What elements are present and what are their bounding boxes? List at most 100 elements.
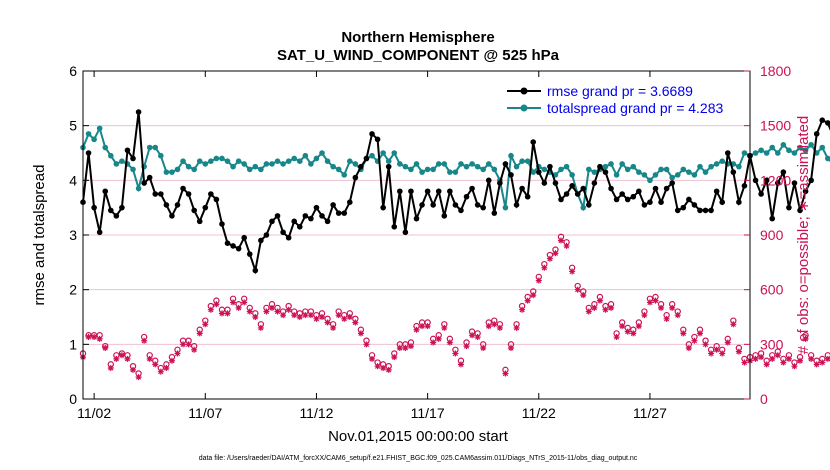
x-tick-label: 11/27	[633, 405, 667, 421]
obs-assimilated-point	[430, 339, 437, 346]
rmse-point	[758, 191, 764, 197]
x-axis-label: Nov.01,2015 00:00:00 start	[328, 428, 509, 445]
obs-assimilated-point	[180, 341, 187, 348]
rmse-point	[146, 174, 153, 181]
y2-tick-label: 1500	[760, 118, 791, 134]
obs-assimilated-point	[330, 324, 337, 331]
rmse-point	[180, 185, 186, 192]
spread-point	[246, 166, 253, 173]
rmse-point	[591, 180, 598, 186]
obs-assimilated-point	[574, 286, 581, 293]
rmse-point	[736, 199, 742, 205]
obs-assimilated-point	[268, 304, 275, 311]
spread-point	[663, 166, 670, 173]
obs-assimilated-point	[369, 355, 376, 362]
rmse-point	[130, 155, 136, 162]
obs-assimilated-point	[785, 355, 792, 362]
spread-point	[786, 147, 792, 154]
rmse-point	[786, 204, 792, 211]
obs-assimilated-point	[680, 330, 687, 337]
rmse-point	[335, 210, 342, 216]
rmse-point	[730, 169, 737, 175]
obs-assimilated-point	[480, 344, 487, 351]
spread-point	[808, 142, 814, 148]
spread-point	[119, 158, 125, 164]
rmse-point	[124, 147, 131, 154]
spread-point	[713, 161, 720, 167]
rmse-point	[680, 204, 687, 211]
obs-assimilated-point	[207, 306, 214, 313]
obs-assimilated-point	[702, 341, 709, 348]
spread-point	[302, 152, 309, 159]
spread-point	[291, 155, 298, 162]
rmse-point	[119, 204, 125, 211]
rmse-point	[191, 207, 197, 214]
spread-point	[608, 161, 614, 167]
rmse-point	[313, 204, 320, 211]
rmse-point	[647, 199, 653, 205]
spread-point	[391, 150, 398, 156]
obs-assimilated-point	[91, 334, 98, 341]
obs-assimilated-point	[474, 334, 481, 341]
obs-assimilated-point	[168, 357, 175, 364]
y-tick-label: 2	[69, 282, 77, 298]
rmse-point	[813, 131, 820, 137]
rmse-point	[363, 155, 370, 162]
spread-point	[369, 152, 375, 159]
obs-assimilated-point	[519, 306, 526, 313]
rmse-point	[102, 188, 109, 195]
obs-assimilated-point	[313, 315, 320, 322]
rmse-point	[419, 202, 425, 208]
obs-assimilated-point	[541, 264, 548, 271]
spread-point	[591, 169, 598, 175]
rmse-point	[641, 202, 648, 208]
spread-point	[502, 204, 509, 211]
rmse-point	[152, 191, 159, 197]
rmse-point	[580, 185, 587, 192]
obs-assimilated-point	[808, 355, 815, 362]
rmse-point	[541, 180, 548, 186]
spread-point	[769, 144, 776, 151]
spread-point	[447, 169, 453, 175]
obs-assimilated-point	[769, 355, 776, 362]
y2-tick-label: 300	[760, 336, 784, 352]
spread-point	[152, 144, 159, 151]
obs-assimilated-point	[224, 310, 231, 317]
rmse-point	[513, 202, 520, 208]
y2-axis-label: # of obs: o=possible; ∗=assimilated	[795, 116, 812, 355]
rmse-point	[385, 163, 392, 170]
obs-assimilated-point	[263, 308, 270, 315]
spread-point	[519, 158, 525, 164]
spread-point	[330, 163, 336, 170]
data-series	[79, 109, 830, 381]
obs-assimilated-point	[419, 323, 426, 330]
rmse-point	[430, 202, 436, 208]
rmse-point	[441, 213, 448, 219]
obs-assimilated-point	[157, 368, 164, 375]
x-tick-label: 11/12	[299, 405, 333, 421]
spread-point	[624, 166, 631, 173]
spread-point	[674, 172, 681, 178]
rmse-point	[485, 177, 492, 184]
obs-assimilated-point	[563, 242, 570, 249]
spread-point	[285, 158, 292, 164]
obs-assimilated-point	[185, 341, 192, 348]
obs-assimilated-point	[758, 354, 765, 361]
spread-point	[658, 166, 664, 173]
spread-point	[669, 174, 675, 181]
rmse-point	[708, 207, 714, 214]
rmse-point	[502, 161, 509, 167]
obs-assimilated-point	[624, 328, 631, 335]
obs-assimilated-point	[96, 335, 103, 342]
rmse-point	[491, 210, 498, 216]
rmse-point	[113, 213, 120, 219]
rmse-point	[224, 240, 231, 246]
spread-point	[708, 163, 714, 170]
x-tick-label: 11/07	[188, 405, 222, 421]
spread-point	[385, 158, 392, 164]
spread-point	[680, 166, 687, 173]
chart-title: Northern Hemisphere	[341, 29, 494, 46]
rmse-point	[135, 109, 142, 115]
spread-point	[641, 172, 648, 178]
spread-point	[647, 177, 653, 184]
